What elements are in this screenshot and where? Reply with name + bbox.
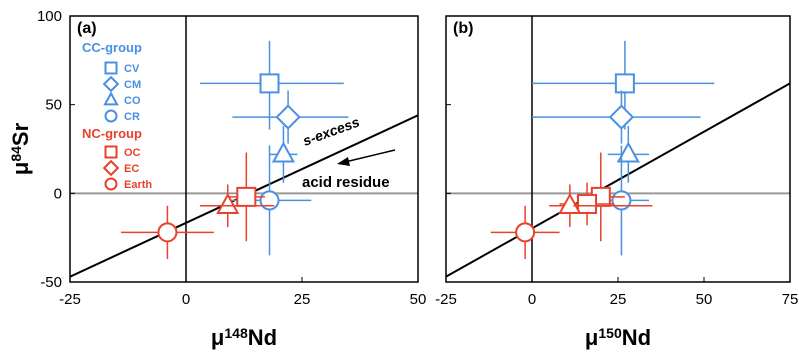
legend-cc-title: CC-group <box>82 40 142 55</box>
x-axis-label: μ150Nd <box>585 325 651 350</box>
legend-label-oc: OC <box>124 147 141 159</box>
x-tick-label: 0 <box>528 291 536 308</box>
x-tick-label: -25 <box>435 291 457 308</box>
data-point-cv <box>199 40 344 130</box>
legend-label-earth: Earth <box>124 179 152 191</box>
panel-label: (b) <box>453 20 473 37</box>
legend-marker-cm <box>102 75 120 93</box>
data-point-cm <box>232 90 349 144</box>
x-axis-label-suffix: Nd <box>622 325 651 350</box>
plot-frame <box>69 15 419 283</box>
legend: CC-group CV CM CO CR NC-group OC EC Earth <box>82 40 152 191</box>
point-marker <box>259 190 280 211</box>
plot-frame <box>445 15 791 283</box>
legend-label-co: CO <box>124 95 141 107</box>
y-axis-label-prefix: μ <box>8 162 33 175</box>
s-excess-label: s-excess <box>301 113 362 148</box>
legend-marker-earth <box>104 177 118 191</box>
x-axis-label-sup: 150 <box>598 325 622 341</box>
x-axis-label: μ148Nd <box>211 325 277 350</box>
legend-nc-title: NC-group <box>82 126 142 141</box>
data-point-co <box>607 125 649 183</box>
legend-label-cv: CV <box>124 63 140 75</box>
data-point-cv <box>532 40 715 130</box>
data-point-cm <box>532 90 701 144</box>
point-marker <box>577 193 598 214</box>
x-tick-label: 50 <box>410 291 427 308</box>
x-tick-label: 25 <box>610 291 627 308</box>
legend-marker-cr <box>104 109 118 123</box>
data-point-earth <box>490 205 560 259</box>
y-axis-label: μ84Sr <box>8 122 33 175</box>
acid-residue-arrow <box>344 149 396 163</box>
point-marker <box>611 190 632 211</box>
legend-marker-ec <box>102 159 120 177</box>
point-marker <box>259 73 280 94</box>
x-axis-label-prefix: μ <box>585 325 598 350</box>
x-tick-label: 75 <box>782 291 799 308</box>
x-tick-label: 25 <box>294 291 311 308</box>
point-marker <box>616 141 640 163</box>
point-marker <box>558 192 582 214</box>
y-tick-label: 0 <box>54 185 62 202</box>
legend-label-cm: CM <box>124 79 141 91</box>
legend-label-cr: CR <box>124 111 140 123</box>
legend-marker-cv <box>104 61 118 75</box>
point-marker <box>275 104 301 130</box>
data-point-cr <box>593 145 649 256</box>
point-marker <box>216 192 240 214</box>
point-marker <box>236 186 257 207</box>
panel-b: -25 0 25 50 75 μ150Nd (b) <box>435 15 799 350</box>
data-point-co <box>269 125 298 183</box>
x-axis-label-suffix: Nd <box>248 325 277 350</box>
panel-a: -25 0 25 50-50050100μ148Ndμ84Sr(a)s-excessa… <box>8 8 426 350</box>
point-marker <box>271 141 296 163</box>
x-tick-label: -25 <box>59 291 81 308</box>
point-marker <box>515 222 536 243</box>
trend-line <box>446 82 790 278</box>
point-marker <box>157 222 178 243</box>
legend-marker-co <box>103 91 119 106</box>
panel-label: (a) <box>77 20 97 37</box>
y-tick-label: 100 <box>37 8 62 25</box>
point-marker <box>608 104 635 130</box>
y-axis-label-suffix: Sr <box>8 122 33 146</box>
y-axis-label-sup: 84 <box>8 146 24 162</box>
x-tick-label: 0 <box>182 291 190 308</box>
x-axis-label-prefix: μ <box>211 325 224 350</box>
legend-marker-oc <box>104 145 118 159</box>
data-point-earth <box>121 205 214 259</box>
x-axis-label-sup: 148 <box>224 325 248 341</box>
data-point-oc <box>227 152 265 242</box>
point-marker <box>614 73 635 94</box>
x-tick-label: 50 <box>696 291 713 308</box>
acid-residue-arrowhead <box>337 157 350 166</box>
y-tick-label: -50 <box>40 274 62 291</box>
y-tick-label: 50 <box>45 97 62 114</box>
acid-residue-label: acid residue <box>302 174 390 191</box>
legend-label-ec: EC <box>124 163 139 175</box>
